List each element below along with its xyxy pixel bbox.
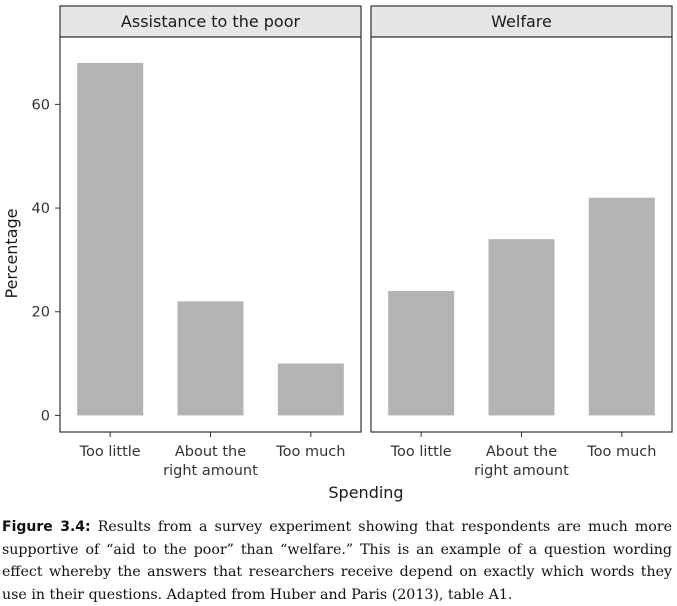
bar-1-1 bbox=[77, 62, 144, 416]
y-axis-title: Percentage bbox=[2, 208, 21, 298]
bar-1-2 bbox=[177, 301, 244, 416]
bar-2-2 bbox=[488, 239, 555, 416]
figure-caption: Figure 3.4: Results from a survey experi… bbox=[2, 516, 672, 606]
x-tick-label-1-2-line1: About the bbox=[175, 444, 246, 460]
facet-strip-2 bbox=[370, 5, 673, 38]
x-tick-label-1-2-line2: right amount bbox=[163, 463, 258, 479]
figure-label: Figure 3.4: bbox=[2, 519, 91, 535]
x-tick-label-2-2-line1: About the bbox=[486, 444, 557, 460]
y-tick-label-0: 0 bbox=[41, 408, 50, 424]
facet-title-2: Welfare bbox=[491, 12, 552, 31]
bar-2-3 bbox=[588, 197, 655, 416]
faceted-bar-chart: Assistance to the poor Too little About th… bbox=[2, 5, 673, 502]
facet-title-1: Assistance to the poor bbox=[121, 12, 301, 31]
x-tick-label-2-1: Too little bbox=[390, 444, 452, 460]
y-tick-label-40: 40 bbox=[32, 201, 50, 217]
caption-text: Results from a survey experiment showing… bbox=[2, 519, 672, 603]
bar-1-3 bbox=[277, 363, 344, 416]
x-tick-label-1-1: Too little bbox=[79, 444, 141, 460]
x-axis-title: Spending bbox=[328, 483, 403, 502]
y-tick-label-60: 60 bbox=[32, 97, 50, 113]
x-tick-label-2-3: Too much bbox=[586, 444, 656, 460]
bar-2-1 bbox=[388, 291, 455, 416]
y-tick-label-20: 20 bbox=[32, 305, 50, 321]
x-tick-label-1-3: Too much bbox=[275, 444, 345, 460]
x-tick-label-2-2-line2: right amount bbox=[474, 463, 569, 479]
facet-strip-1 bbox=[59, 5, 362, 38]
